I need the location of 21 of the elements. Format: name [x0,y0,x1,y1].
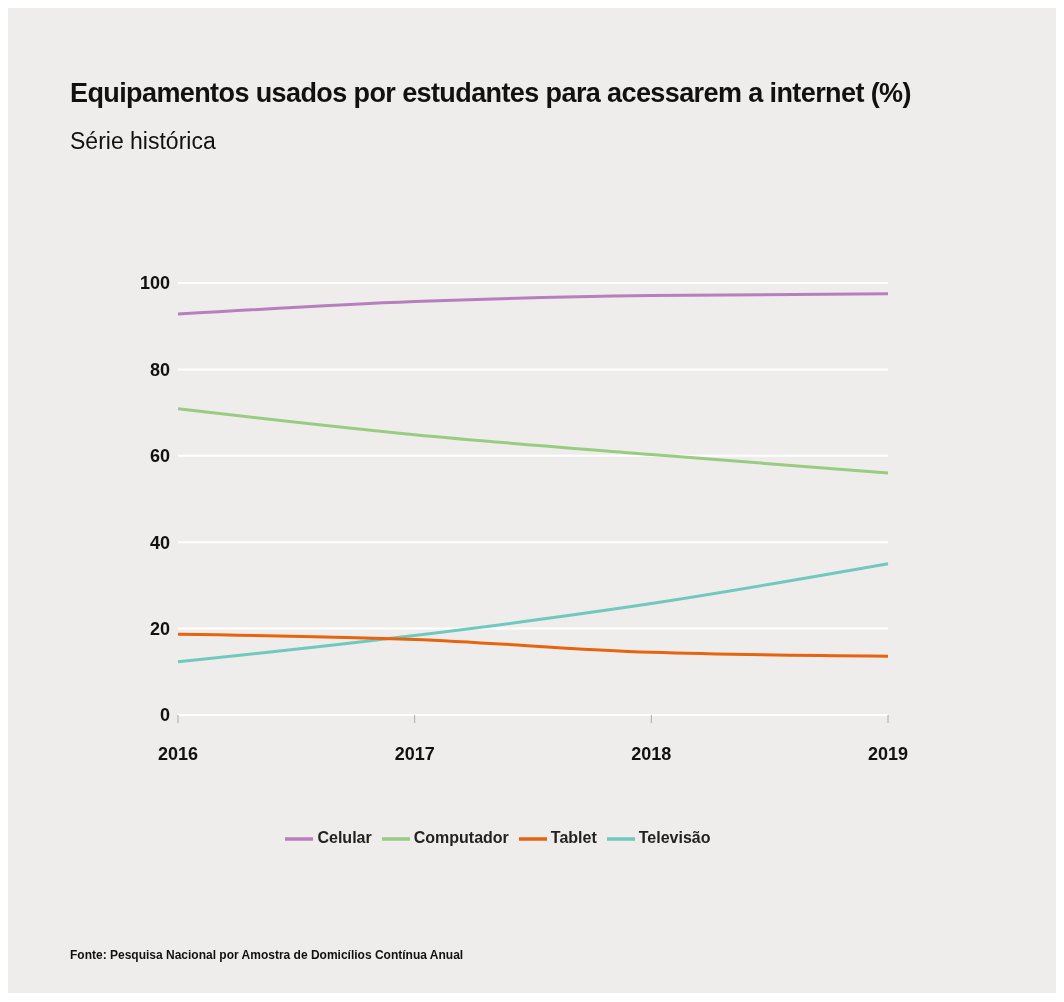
y-tick-label: 40 [149,532,170,553]
legend-label: Tablet [550,829,597,847]
legend-label: Celular [317,829,372,847]
x-tick-label: 2016 [157,743,199,764]
source-note: Fonte: Pesquisa Nacional por Amostra de Domicílios Contínua Anual [70,948,464,962]
line-series [176,632,890,658]
y-tick-label: 100 [139,273,170,294]
y-tick-label: 20 [149,618,170,639]
y-tick-label: 0 [159,705,170,726]
chart-title: Equipamentos usados por estudantes para acessarem a internet (%) [70,78,911,109]
x-tick-label: 2017 [394,743,435,764]
x-tick-label: 2019 [867,743,909,764]
line-series [176,562,890,664]
line-series [176,292,890,316]
legend-label: Computador [413,829,509,847]
y-tick-label: 60 [149,446,170,467]
chart-subtitle: Série histórica [70,128,216,155]
legend-label: Televisão [638,829,711,847]
x-tick-label: 2018 [631,743,672,764]
y-tick-label: 80 [149,359,170,380]
line-series [176,407,890,475]
